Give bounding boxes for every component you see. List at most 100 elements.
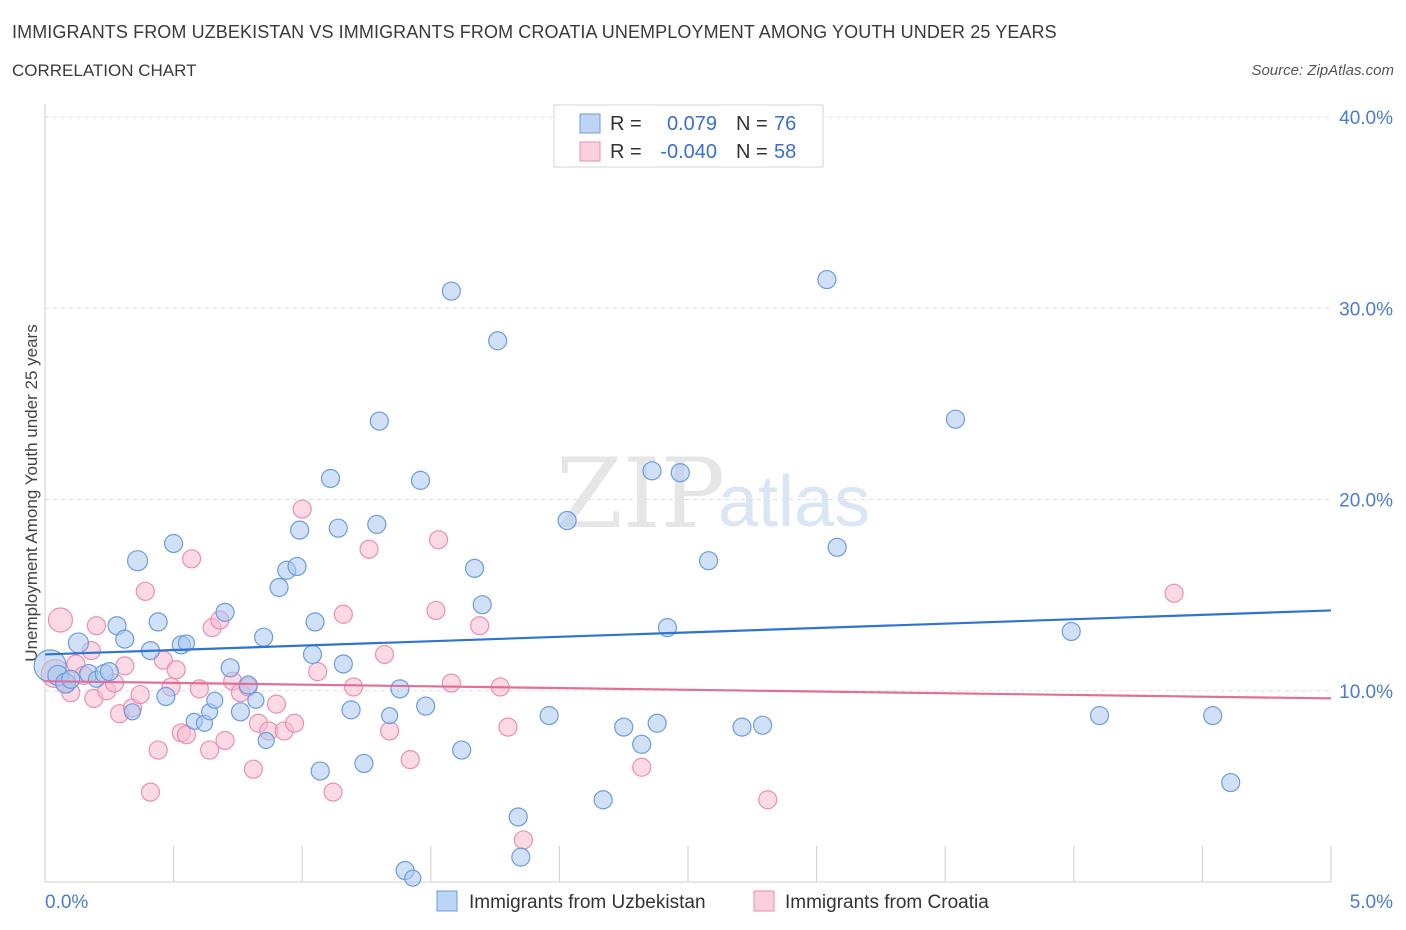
uzbekistan-point (557, 510, 577, 531)
uzbekistan-point (367, 514, 387, 534)
uzbekistan-point (310, 761, 330, 781)
croatia-point (333, 604, 353, 624)
croatia-point (308, 662, 328, 682)
uzbekistan-point (614, 717, 634, 737)
uzbekistan-point (1089, 706, 1110, 726)
croatia-point (47, 607, 74, 633)
uzbekistan-point (164, 533, 184, 554)
uzbekistan-point (1061, 621, 1081, 642)
uzbekistan-trend-line (44, 609, 1332, 656)
uzbekistan-point (302, 644, 323, 665)
uzbekistan-point (698, 551, 719, 571)
uzbekistan-point (1221, 772, 1241, 793)
uzbekistan-point (945, 409, 966, 429)
watermark-zip: ZIP (556, 438, 725, 550)
legend-r-label-uzbekistan: R = (610, 113, 642, 135)
croatia-point (344, 677, 364, 697)
croatia-point (140, 782, 161, 802)
uzbekistan-point (305, 612, 325, 632)
croatia-point (470, 616, 490, 636)
uzbekistan-point (354, 753, 374, 774)
croatia-point (632, 757, 652, 777)
uzbekistan-point (269, 577, 289, 598)
uzbekistan-point (752, 715, 773, 735)
watermark: ZIP atlas (556, 438, 870, 550)
croatia-point (441, 673, 461, 693)
y-axis-label: Unemployment Among Youth under 25 years (22, 324, 41, 661)
croatia-point (148, 740, 168, 760)
uzbekistan-point (472, 595, 492, 615)
legend-n-label-croatia: N = (736, 141, 768, 163)
croatia-point (513, 830, 533, 850)
croatia-points (40, 499, 1184, 850)
y-tick-label: 30.0% (1339, 299, 1393, 320)
croatia-point (243, 759, 263, 779)
uzbekistan-point (390, 679, 410, 699)
uzbekistan-point (206, 691, 224, 709)
croatia-point (428, 530, 449, 550)
uzbekistan-point (287, 556, 307, 577)
series-legend: Immigrants from Uzbekistan Immigrants fr… (436, 890, 989, 913)
bottom-legend-label-croatia: Immigrants from Croatia (785, 892, 989, 913)
uzbekistan-point (99, 662, 119, 682)
grid-lines (45, 116, 1331, 692)
croatia-point (380, 721, 400, 741)
x-tick-label: 5.0% (1350, 892, 1393, 913)
legend-swatch-croatia (579, 141, 601, 162)
uzbekistan-point (464, 558, 485, 578)
uzbekistan-point (511, 847, 531, 867)
y-tick-labels: 10.0% 20.0% 30.0% 40.0% (1339, 108, 1393, 703)
legend-r-croatia: -0.040 (660, 141, 717, 163)
uzbekistan-point (230, 702, 251, 722)
croatia-point (758, 790, 778, 810)
uzbekistan-point (290, 520, 310, 540)
legend-n-uzbekistan: 76 (774, 113, 796, 135)
croatia-point (135, 581, 155, 601)
y-tick-label: 20.0% (1339, 491, 1393, 512)
croatia-point (374, 644, 395, 665)
uzbekistan-point (539, 706, 559, 726)
uzbekistan-point (670, 463, 690, 483)
legend-n-croatia: 58 (774, 141, 796, 163)
uzbekistan-point (452, 740, 472, 760)
uzbekistan-points (33, 269, 1241, 887)
uzbekistan-point (369, 411, 389, 431)
uzbekistan-point (404, 869, 422, 887)
uzbekistan-point (61, 669, 81, 689)
bottom-legend-swatch-croatia (753, 890, 775, 912)
croatia-trend-line (44, 680, 1332, 700)
croatia-point (1164, 583, 1184, 603)
uzbekistan-point (123, 703, 142, 721)
uzbekistan-point (647, 713, 667, 733)
source-label: Source: ZipAtlas.com (1251, 62, 1394, 79)
uzbekistan-point (115, 629, 135, 649)
uzbekistan-point (642, 461, 662, 481)
croatia-point (182, 549, 202, 569)
uzbekistan-point (215, 602, 235, 622)
y-tick-label: 40.0% (1339, 108, 1393, 129)
uzbekistan-point (381, 707, 399, 725)
uzbekistan-point (67, 632, 90, 654)
croatia-point (266, 694, 287, 714)
croatia-point (166, 660, 186, 680)
trend-lines (44, 609, 1332, 700)
uzbekistan-point (254, 627, 274, 647)
croatia-point (498, 717, 518, 737)
chart-title: IMMIGRANTS FROM UZBEKISTAN VS IMMIGRANTS… (12, 22, 1057, 42)
uzbekistan-point (416, 696, 436, 716)
croatia-point (215, 730, 235, 751)
y-tick-label: 10.0% (1339, 682, 1393, 703)
bottom-legend-label-uzbekistan: Immigrants from Uzbekistan (469, 892, 706, 913)
uzbekistan-point (508, 807, 528, 827)
croatia-point (426, 600, 446, 621)
croatia-point (86, 616, 107, 636)
croatia-point (284, 713, 305, 733)
uzbekistan-point (593, 790, 613, 810)
uzbekistan-point (148, 612, 168, 632)
x-tick-label: 0.0% (45, 892, 88, 913)
croatia-point (323, 782, 343, 802)
legend-r-label-croatia: R = (610, 141, 642, 163)
chart-subtitle: CORRELATION CHART (12, 61, 197, 80)
uzbekistan-point (441, 281, 461, 301)
